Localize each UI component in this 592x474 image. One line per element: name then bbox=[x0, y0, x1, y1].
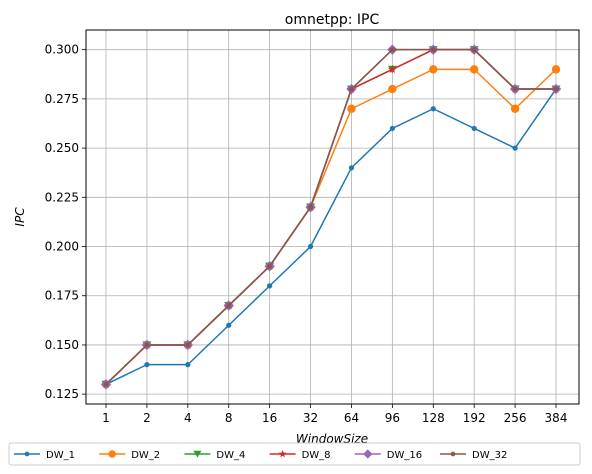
legend-item: DW_2 bbox=[99, 450, 160, 461]
x-tick-label: 384 bbox=[545, 411, 568, 425]
data-point bbox=[144, 362, 150, 368]
data-point bbox=[267, 283, 273, 289]
data-point bbox=[307, 204, 314, 210]
series-dw-1 bbox=[103, 86, 559, 387]
data-point bbox=[551, 65, 561, 74]
data-point bbox=[388, 84, 397, 94]
legend-label: DW_2 bbox=[131, 450, 160, 461]
data-point bbox=[348, 86, 355, 92]
data-point bbox=[185, 342, 191, 348]
data-point bbox=[185, 362, 191, 368]
axis-ticks: 1 2 4 8 16 32 64 96 128 192 256 384 0.125 0.150 0.175 0… bbox=[45, 43, 568, 425]
y-tick-label: 0.225 bbox=[45, 190, 79, 204]
legend-item: DW_4 bbox=[184, 450, 245, 461]
y-axis-label: IPC bbox=[13, 207, 27, 227]
data-point bbox=[512, 145, 518, 151]
legend-item: DW_8 bbox=[269, 449, 331, 461]
data-point bbox=[108, 450, 116, 458]
data-point bbox=[389, 47, 395, 53]
legend-label: DW_32 bbox=[472, 450, 507, 461]
legend-item: DW_16 bbox=[354, 449, 422, 461]
data-point bbox=[553, 86, 559, 92]
y-tick-label: 0.175 bbox=[45, 289, 79, 303]
series-dw-32 bbox=[103, 47, 559, 387]
y-tick-label: 0.300 bbox=[45, 43, 79, 57]
data-point bbox=[512, 86, 518, 92]
data-point bbox=[469, 65, 479, 74]
data-point bbox=[430, 47, 436, 53]
data-point bbox=[471, 47, 477, 53]
data-point bbox=[388, 64, 397, 74]
x-tick-label: 2 bbox=[143, 411, 151, 425]
legend-label: DW_1 bbox=[46, 450, 75, 461]
chart-title: omnetpp: IPC bbox=[285, 12, 380, 28]
legend-item: DW_1 bbox=[14, 450, 75, 461]
data-point bbox=[348, 165, 355, 171]
data-point bbox=[193, 450, 202, 458]
data-point bbox=[430, 106, 436, 112]
data-point bbox=[450, 451, 456, 457]
x-tick-label: 128 bbox=[422, 411, 445, 425]
x-tick-label: 4 bbox=[184, 411, 192, 425]
data-point bbox=[226, 322, 232, 328]
data-point bbox=[347, 104, 356, 113]
data-point bbox=[389, 125, 395, 132]
x-tick-label: 192 bbox=[463, 411, 486, 425]
legend: DW_1 DW_2 DW_4 DW_8 DW_16 DW_32 bbox=[8, 442, 581, 466]
series-line bbox=[105, 48, 556, 385]
x-tick-label: 64 bbox=[344, 411, 359, 425]
data-point bbox=[363, 449, 373, 459]
data-point bbox=[307, 243, 314, 250]
data-point bbox=[429, 65, 438, 74]
x-tick-label: 8 bbox=[225, 411, 233, 425]
x-tick-label: 1 bbox=[102, 411, 110, 425]
legend-item: DW_32 bbox=[440, 450, 507, 461]
data-point bbox=[144, 342, 150, 348]
y-tick-label: 0.150 bbox=[45, 338, 79, 352]
data-point bbox=[226, 302, 232, 309]
x-tick-label: 256 bbox=[504, 411, 527, 425]
data-point bbox=[103, 381, 109, 387]
x-tick-label: 16 bbox=[262, 411, 277, 425]
data-point bbox=[510, 104, 520, 113]
series-line bbox=[105, 88, 557, 385]
data-point bbox=[24, 451, 30, 457]
data-point bbox=[471, 125, 477, 132]
legend-label: DW_16 bbox=[387, 450, 422, 461]
plot-area bbox=[85, 29, 580, 405]
data-point bbox=[278, 449, 287, 458]
legend-label: DW_4 bbox=[216, 450, 245, 461]
series-lines bbox=[100, 44, 562, 390]
y-tick-label: 0.275 bbox=[45, 92, 79, 106]
legend-label: DW_8 bbox=[302, 450, 331, 461]
data-point bbox=[267, 263, 273, 269]
y-tick-label: 0.200 bbox=[45, 240, 79, 254]
x-tick-label: 96 bbox=[385, 411, 400, 425]
y-tick-label: 0.250 bbox=[45, 141, 79, 155]
y-tick-label: 0.125 bbox=[45, 387, 79, 401]
x-tick-label: 32 bbox=[303, 411, 318, 425]
